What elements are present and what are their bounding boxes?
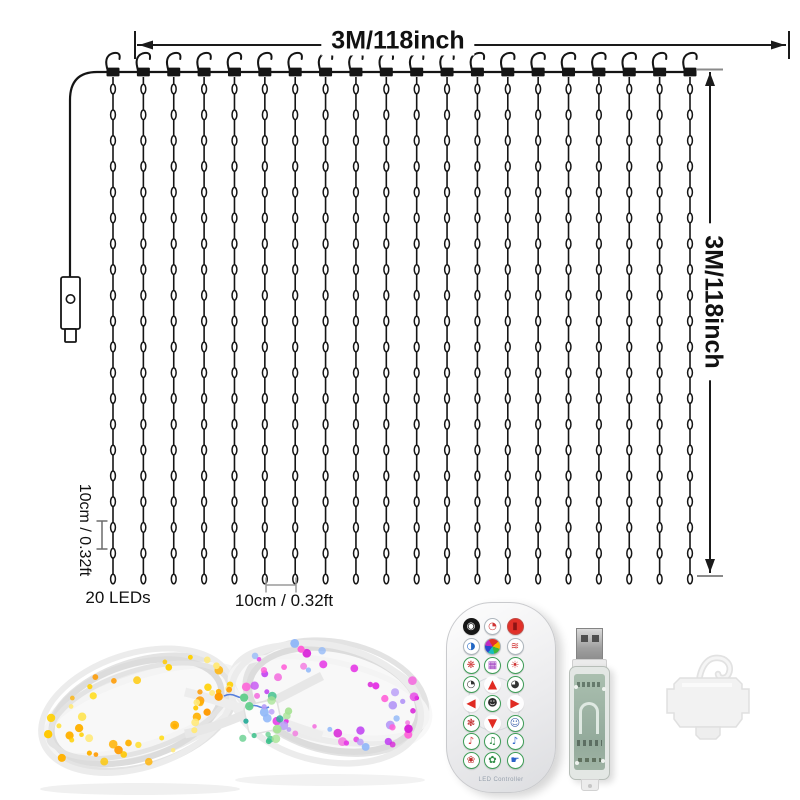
remote-button-flash: ≋ — [506, 637, 524, 655]
remote-button-color-mode: ◑ — [462, 637, 480, 655]
usb-circuit-board — [574, 674, 605, 770]
usb-slot — [581, 635, 588, 642]
pcb-pad — [574, 685, 578, 689]
hook-art — [666, 654, 750, 740]
remote-button-music-2: ♫ — [484, 733, 501, 750]
led-spacing-bracket — [96, 520, 108, 550]
usb-body — [569, 666, 610, 780]
remote-button-berry: ❃ — [462, 714, 480, 732]
remote-button-music-1: ♪ — [462, 733, 480, 750]
led-spacing-label: 10cm / 0.32ft — [76, 483, 93, 577]
strand-spacing-label: 10cm / 0.32ft — [234, 591, 334, 610]
usb-plug — [576, 628, 603, 661]
remote-control-photo: LED Controller ◉ ◔ ▮ ◑ ≋ ❋ ▦ ☀ ◔ ▲ ◕ ◀ ☻ ▶ ❃ ▼ ☺ ♪ ♫ ♪ ❀ ✿ ☛ — [446, 602, 556, 793]
remote-button-color-wheel — [484, 637, 501, 655]
bundle-art — [38, 637, 433, 795]
height-dimension-label: 3M/118inch — [698, 223, 728, 381]
pcb-pad — [575, 761, 579, 765]
remote-button-up: ▲ — [484, 675, 501, 693]
remote-button-down: ▼ — [484, 714, 501, 732]
pcb-components — [577, 740, 602, 746]
remote-button-hand: ☛ — [506, 752, 524, 769]
remote-button-mode: ◔ — [462, 675, 480, 693]
remote-button-timer: ◔ — [484, 618, 501, 635]
pcb-components — [577, 682, 602, 687]
remote-label: LED Controller — [478, 777, 524, 783]
remote-button-flower: ❀ — [462, 752, 480, 769]
remote-button-ok: ☻ — [484, 695, 501, 712]
strand-spacing-bracket — [265, 577, 297, 593]
pcb-pad — [602, 687, 606, 691]
usb-connector-photo — [568, 624, 612, 792]
usb-lanyard-hole — [588, 784, 592, 788]
pcb-components — [578, 758, 601, 762]
remote-button-blossom: ✿ — [484, 752, 501, 769]
pcb-arch-outline — [579, 702, 599, 734]
width-dimension-label: 3M/118inch — [321, 26, 475, 56]
remote-button-smile: ☺ — [506, 714, 524, 732]
remote-button-speed: ◕ — [506, 675, 524, 693]
light-bundle-photo — [38, 637, 433, 795]
remote-button-fade: ▦ — [484, 656, 501, 674]
remote-button-power: ◉ — [462, 618, 480, 635]
curtain-wires — [60, 51, 698, 585]
usb-slot — [592, 635, 599, 642]
hanging-hook-photo — [666, 654, 750, 740]
remote-button-strobe: ☀ — [506, 656, 524, 674]
led-count-label: 20 LEDs — [85, 588, 151, 607]
remote-button-on-off: ▮ — [506, 618, 524, 635]
pcb-pad — [601, 759, 605, 763]
remote-button-right: ▶ — [506, 695, 524, 712]
remote-button-music-3: ♪ — [506, 733, 524, 750]
remote-button-twinkle: ❋ — [462, 656, 480, 674]
remote-button-left: ◀ — [462, 695, 480, 712]
